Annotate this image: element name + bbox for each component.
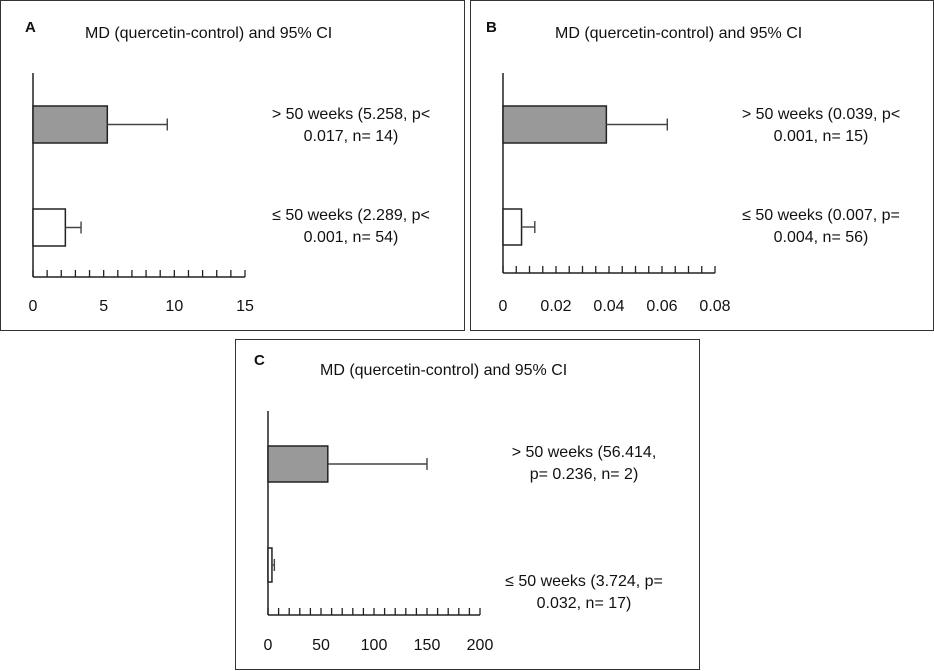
- chart-a: 0 5 10 15 > 50 weeks (5.258, p< 0.017, n= 14)…: [29, 73, 430, 315]
- x-tick-label: 15: [236, 298, 254, 315]
- x-tick-label: 5: [99, 298, 108, 315]
- category-label: ≤ 50 weeks (0.007, p=: [742, 207, 900, 224]
- x-tick-label: 10: [165, 298, 183, 315]
- panel-letter: B: [486, 19, 497, 36]
- panel-title: MD (quercetin-control) and 95% CI: [555, 25, 803, 42]
- category-label: 0.001, n= 54): [304, 229, 399, 246]
- panel-letter: A: [25, 19, 36, 36]
- category-label: 0.001, n= 15): [774, 128, 869, 145]
- x-tick-label: 200: [467, 637, 494, 654]
- category-label: ≤ 50 weeks (3.724, p=: [505, 573, 663, 590]
- panel-title: MD (quercetin-control) and 95% CI: [85, 25, 333, 42]
- category-label: ≤ 50 weeks (2.289, p<: [272, 207, 430, 224]
- bar: [32, 208, 67, 247]
- bar: [267, 547, 273, 583]
- category-label: 0.017, n= 14): [304, 128, 399, 145]
- panel-letter: C: [254, 352, 265, 369]
- x-tick-label: 50: [312, 637, 330, 654]
- x-tick-label: 0.06: [646, 298, 677, 315]
- x-tick-label: 100: [361, 637, 388, 654]
- chart-c: 0 50 100 150 200 > 50 weeks (56.414, p= 0.236,…: [264, 411, 663, 654]
- x-tick-label: 0.08: [699, 298, 730, 315]
- bar: [267, 445, 329, 483]
- chart-b: 0 0.02 0.04 0.06 0.08 > 50 weeks (0.039, p< 0.…: [499, 73, 900, 315]
- x-tick-label: 0: [29, 298, 38, 315]
- category-label: > 50 weeks (5.258, p<: [272, 106, 430, 123]
- panel-title: MD (quercetin-control) and 95% CI: [320, 362, 568, 379]
- category-label: 0.032, n= 17): [537, 595, 632, 612]
- x-tick-label: 0: [264, 637, 273, 654]
- panel-c: C MD (quercetin-control) and 95% CI 0 50 1…: [235, 339, 700, 670]
- bar: [502, 208, 523, 246]
- bar: [32, 105, 109, 144]
- category-label: 0.004, n= 56): [774, 229, 869, 246]
- x-tick-label: 150: [414, 637, 441, 654]
- category-label: p= 0.236, n= 2): [530, 466, 639, 483]
- category-label: > 50 weeks (56.414,: [512, 444, 657, 461]
- bar: [502, 105, 608, 144]
- x-tick-label: 0.04: [593, 298, 624, 315]
- x-tick-label: 0: [499, 298, 508, 315]
- panel-a: A MD (quercetin-control) and 95% CI 0 5 10…: [0, 0, 465, 331]
- category-label: > 50 weeks (0.039, p<: [742, 106, 900, 123]
- x-tick-label: 0.02: [540, 298, 571, 315]
- panel-b: B MD (quercetin-control) and 95% CI 0 0.0…: [470, 0, 934, 331]
